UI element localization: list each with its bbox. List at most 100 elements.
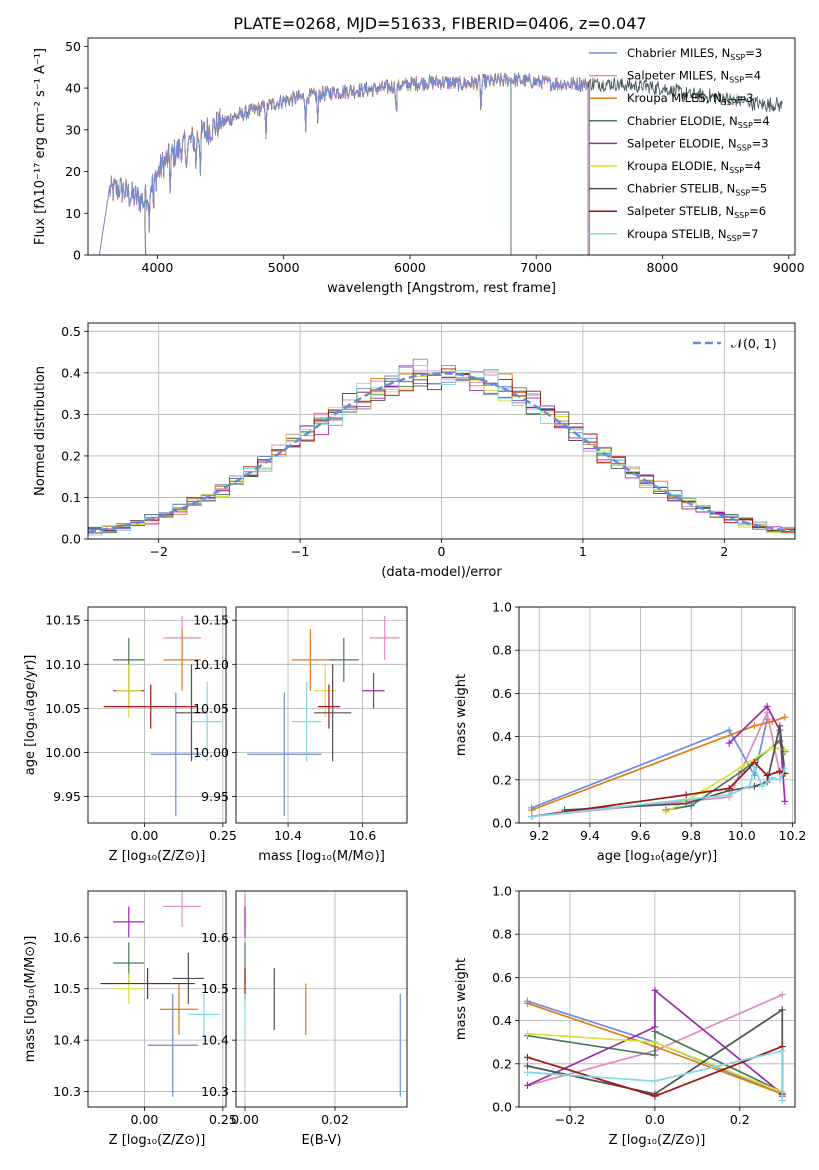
mass-ebv-frame [235,890,408,1108]
residuals-xtick-label: 1 [579,544,587,559]
mass-ebv-ytick-label: 10.5 [201,981,229,996]
legend-nssp-value: 7 [751,227,758,241]
age-z-frame [87,606,227,824]
errorbar-kroupa-stelib [191,681,223,762]
age-z-xtick-label: 0.00 [131,828,159,843]
weight-z-xtick-label: −0.2 [555,1112,585,1127]
spectrum-frame [87,37,796,256]
weight-z-xtick-label: 0.0 [645,1112,665,1127]
age-mass-grid [236,607,407,823]
mass-z-xtick-label: 0.00 [131,1112,159,1127]
legend-nssp-prefix: , N [718,204,734,218]
legend-nssp-prefix: , N [706,91,722,105]
spectrum-xtick-label: 5000 [268,260,300,275]
legend-nssp-sub: SSP [738,121,753,130]
mass-ebv-plot-area [244,891,401,1097]
weight-marker-salpeter-miles [778,991,786,999]
legend-name: Salpeter MILES [627,69,713,83]
legend-nssp-value: 4 [762,114,769,128]
errorbar-salpeter-stelib [103,684,198,729]
legend-nssp-prefix: , N [722,114,738,128]
spectrum-ytick-label: 30 [65,122,81,137]
legend-nssp-sub: SSP [729,76,744,85]
legend-nssp-sub: SSP [729,166,744,175]
legend-nssp-eq: = [745,46,755,60]
legend-nssp-eq: = [737,91,747,105]
weight-age-ytick-label: 0.2 [492,772,512,787]
weight-marker-chabrier-stelib [776,722,784,730]
age-mass-ytick-label: 10.10 [193,657,229,672]
legend-nssp-value: 4 [754,159,761,173]
spectrum-xtick-label: 7000 [520,260,552,275]
weight-marker-chabrier-elodie [687,802,695,810]
weight-age-xtick-label: 9.8 [681,828,701,843]
age-z-grid [88,607,226,823]
legend-nssp-eq: = [744,69,754,83]
legend-label-salpeter-miles: Salpeter MILES, NSSP=4 [627,69,761,85]
weight-marker-chabrier-miles [725,726,733,734]
weight-marker-kroupa-stelib [750,763,758,771]
errorbar-kroupa-elodie [116,664,142,718]
legend-nssp-value: 5 [760,182,767,196]
legend-name: Kroupa ELODIE [627,159,713,173]
age-z-ylabel: age [log₁₀(age/yr)] [23,655,38,776]
errorbar-chabrier-stelib [172,952,205,1005]
mass-z-ytick-label: 10.6 [53,930,81,945]
weight-marker-salpeter-stelib [682,791,690,799]
age-z-ytick-label: 10.10 [45,657,81,672]
weight-marker-salpeter-stelib [776,767,784,775]
weight-age-frame [518,606,796,824]
errorbar-chabrier-miles [247,692,322,816]
mass-z-ytick-label: 10.3 [53,1084,81,1099]
mass-z-xtick-label: 0.25 [209,1112,237,1127]
age-mass-frame [235,606,408,824]
spectrum-plot-area [98,72,783,255]
weight-z-ytick-label: 0.4 [492,1013,512,1028]
age-z-ytick-label: 10.05 [45,701,81,716]
weight-age-grid [519,606,795,824]
spectrum-xtick-label: 9000 [773,260,805,275]
weight-z-ytick-label: 1.0 [492,884,512,899]
weight-marker-kroupa-stelib [528,813,536,821]
residuals-xtick-label: 0 [438,544,446,559]
weight-line-kroupa-stelib [527,1049,784,1101]
mass-z-ytick-label: 10.4 [53,1033,81,1048]
weight-z-ytick-label: 0.6 [492,970,512,985]
errorbar-chabrier-miles [147,993,198,1097]
legend-nssp-eq: = [742,227,752,241]
weight-marker-kroupa-stelib [778,1047,786,1055]
weight-marker-salpeter-elodie [651,1023,659,1031]
weight-age-xtick-label: 10.2 [779,828,807,843]
weight-marker-salpeter-stelib [523,1053,531,1061]
legend-nssp-value: 4 [754,69,761,83]
residuals-ytick-label: 0.2 [61,448,81,463]
weight-marker-kroupa-stelib [523,1068,531,1076]
weight-age-plot-area [528,702,789,821]
spectrum-xtick-label: 8000 [647,260,679,275]
age-mass-ytick-label: 10.15 [193,613,229,628]
weight-age-ytick-label: 0.4 [492,729,512,744]
weight-z-xtick-label: 0.2 [730,1112,750,1127]
mass-z-frame [87,890,227,1108]
legend-nssp-sub: SSP [722,98,737,107]
panel-weight-z: −0.2 0.0 0.2 0.0 0.2 0.4 0.6 0.8 1.0 Z [log₁₀(Z/Z… [454,884,796,1148]
panel-weight-age: 9.2 9.4 9.6 9.8 10.0 10.2 0.0 0.2 0.4 0.6 0.8 1.0 ag… [454,600,806,865]
legend-label-kroupa-stelib: Kroupa STELIB, NSSP=7 [627,227,759,243]
residuals-ytick-label: 0.1 [61,490,81,505]
spectrum-line-chabrier-miles [98,72,589,255]
residuals-xlabel: (data-model)/error [381,565,502,580]
weight-marker-salpeter-miles [763,709,771,717]
errorbar-salpeter-elodie [113,906,145,938]
spectrum-ytick-label: 50 [65,39,81,54]
weight-marker-chabrier-elodie [651,1051,659,1059]
errorbar-chabrier-stelib [314,664,352,762]
weight-marker-kroupa-elodie [651,1038,659,1046]
weight-age-ytick-label: 1.0 [492,600,512,615]
weight-marker-salpeter-stelib [763,771,771,779]
age-mass-plot-area [247,615,400,816]
weight-line-chabrier-stelib [564,725,786,811]
residuals-xtick-label: 2 [720,544,728,559]
legend-nssp-sub: SSP [727,234,742,243]
weight-line-salpeter-elodie [527,988,783,1095]
